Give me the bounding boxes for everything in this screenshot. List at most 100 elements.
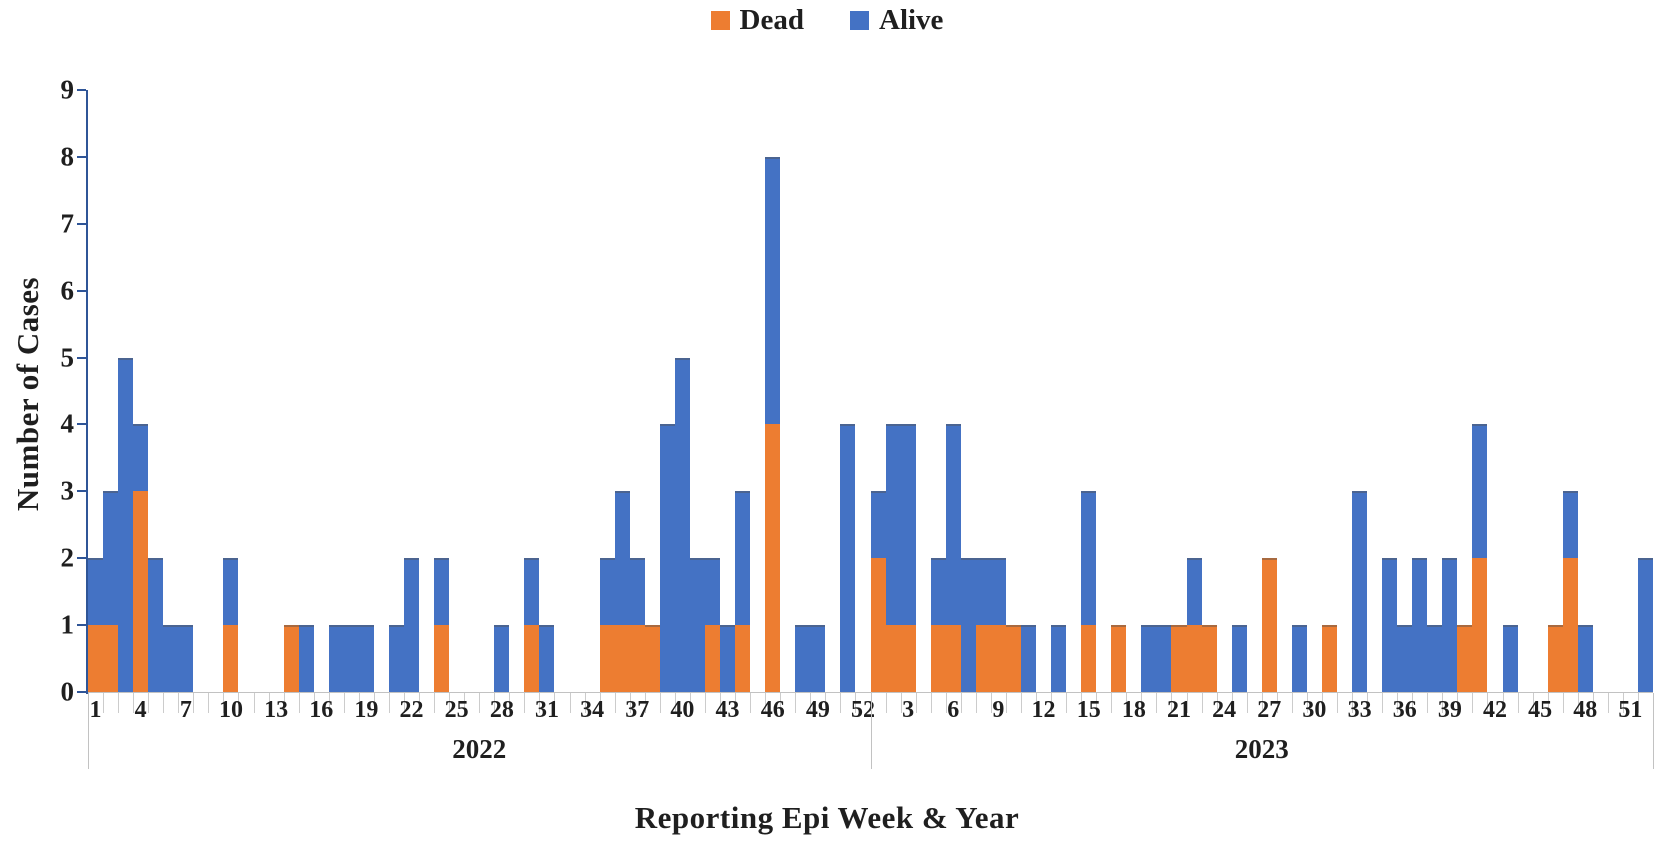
bar-2023-week-7	[960, 90, 976, 692]
bar-2022-week-40	[674, 90, 690, 692]
x-tick	[1201, 693, 1203, 713]
x-tick	[795, 693, 797, 713]
bar-2023-week-2	[885, 90, 901, 692]
year-band: 2022 2023	[88, 692, 1654, 770]
bar-segment-alive	[1577, 625, 1593, 692]
x-tick	[1562, 693, 1564, 713]
bar-2023-week-6	[945, 90, 961, 692]
legend-item-alive: Alive	[850, 6, 943, 35]
bar-segment-alive	[343, 625, 359, 692]
x-tick	[689, 693, 691, 713]
bar-segment-dead	[704, 625, 721, 692]
x-week-label-2022-13: 13	[264, 697, 289, 723]
bar-segment-alive	[689, 558, 705, 692]
x-tick	[223, 693, 225, 713]
x-tick	[1051, 693, 1053, 713]
bar-2022-week-30	[524, 90, 540, 692]
bar-2022-week-44	[735, 90, 751, 692]
bar-segment-dead	[644, 625, 660, 692]
bar-2023-week-39	[1442, 90, 1458, 692]
bar-segment-alive	[704, 558, 721, 626]
bar-segment-alive	[659, 424, 675, 692]
x-axis-line	[88, 692, 1653, 693]
x-week-label-2023-18: 18	[1121, 697, 1146, 723]
bar-segment-alive	[1502, 625, 1518, 692]
x-week-label-2023-30: 30	[1302, 697, 1327, 723]
x-tick	[1276, 693, 1278, 713]
bar-2023-week-17	[1111, 90, 1127, 692]
bar-segment-alive	[930, 558, 946, 626]
y-tick-label: 2	[60, 542, 75, 573]
y-tick-label: 5	[60, 342, 75, 373]
bar-segment-alive	[103, 491, 119, 626]
x-tick	[1352, 693, 1354, 713]
x-tick	[1096, 693, 1098, 713]
x-tick	[1382, 693, 1384, 713]
bar-2022-week-6	[163, 90, 179, 692]
x-tick	[103, 693, 105, 713]
x-tick	[1066, 693, 1068, 713]
x-tick	[479, 693, 481, 713]
legend-label-alive: Alive	[879, 4, 944, 36]
bar-segment-alive	[388, 625, 404, 692]
x-tick	[1336, 693, 1338, 713]
bar-2023-week-5	[930, 90, 946, 692]
x-tick	[268, 693, 270, 713]
y-tick-label: 3	[60, 475, 75, 506]
x-tick	[765, 693, 767, 713]
bar-2022-week-4	[133, 90, 149, 692]
x-tick	[1306, 693, 1308, 713]
x-tick	[704, 693, 706, 713]
bar-segment-dead	[223, 625, 239, 692]
bar-segment-dead	[1261, 558, 1277, 692]
bar-2023-week-38	[1427, 90, 1443, 692]
chart-legend: Dead Alive	[0, 6, 1654, 35]
x-tick	[554, 693, 556, 713]
x-tick	[810, 693, 812, 713]
x-tick	[193, 693, 195, 713]
bar-segment-dead	[1186, 625, 1202, 692]
x-tick	[659, 693, 661, 713]
x-week-label-2023-27: 27	[1257, 697, 1282, 723]
x-week-label-2023-6: 6	[947, 697, 960, 723]
bar-2023-week-11	[1020, 90, 1037, 692]
y-tick-label: 1	[60, 609, 75, 640]
bar-segment-alive	[674, 357, 690, 692]
x-tick	[163, 693, 165, 713]
x-tick	[599, 693, 601, 713]
year-label-2022: 2022	[452, 734, 507, 764]
bar-2023-week-33	[1352, 90, 1368, 692]
x-week-label-2023-39: 39	[1437, 697, 1462, 723]
bar-2022-week-7	[178, 90, 194, 692]
bar-segment-dead	[103, 625, 119, 692]
year-divider	[88, 693, 89, 769]
bar-2023-week-31	[1321, 90, 1337, 692]
x-axis-title: Reporting Epi Week & Year	[634, 800, 1020, 835]
bar-2023-week-52	[1637, 90, 1653, 692]
bar-2022-week-35	[599, 90, 615, 692]
bar-segment-dead	[1457, 625, 1473, 692]
bar-segment-alive	[735, 491, 751, 626]
bar-segment-dead	[735, 625, 751, 692]
bar-segment-dead	[629, 625, 645, 692]
x-tick	[388, 693, 390, 713]
x-tick	[780, 693, 782, 713]
y-tick	[77, 222, 86, 225]
x-tick	[674, 693, 676, 713]
bar-2023-week-37	[1412, 90, 1428, 692]
x-tick	[524, 693, 526, 713]
bar-segment-alive	[148, 558, 164, 692]
bar-2023-week-22	[1186, 90, 1202, 692]
x-tick	[1261, 693, 1263, 713]
x-week-label-2022-25: 25	[444, 697, 469, 723]
x-tick	[945, 693, 947, 713]
x-week-label-2023-33: 33	[1347, 697, 1372, 723]
x-week-label-2023-9: 9	[992, 697, 1005, 723]
x-tick	[148, 693, 150, 713]
x-tick	[178, 693, 180, 713]
x-tick	[313, 693, 315, 713]
x-week-label-2022-1: 1	[89, 697, 102, 723]
bar-segment-alive	[900, 424, 916, 626]
y-axis-title: Number of Cases	[10, 276, 45, 512]
x-week-label-2022-37: 37	[625, 697, 650, 723]
